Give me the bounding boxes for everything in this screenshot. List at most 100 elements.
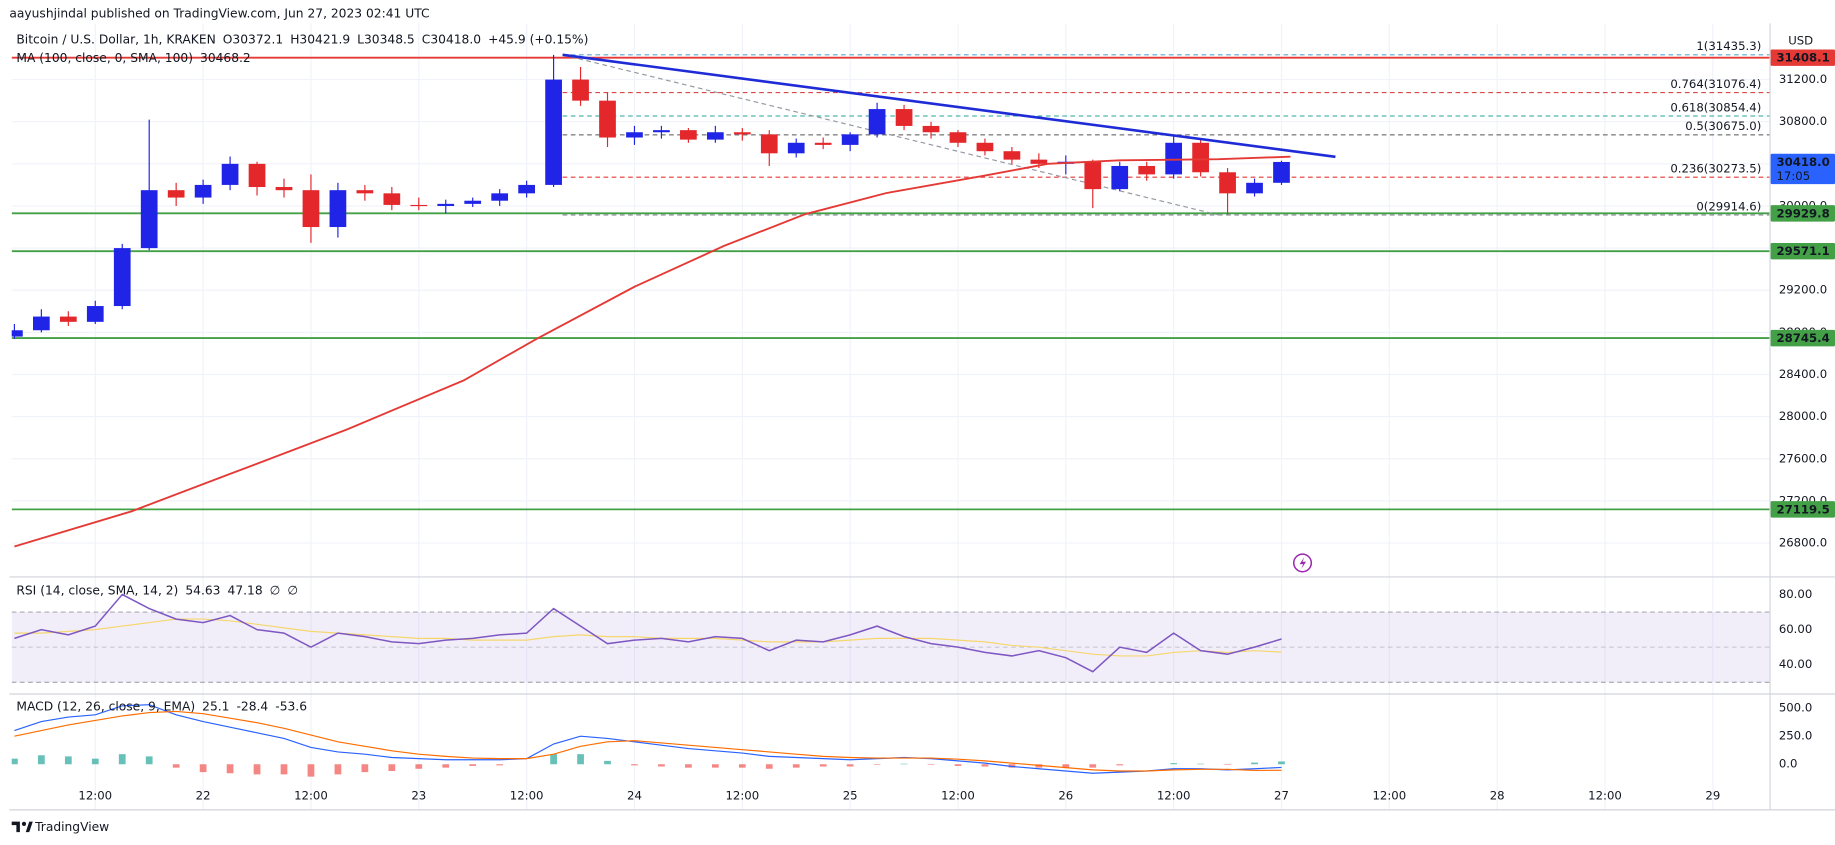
x-tick-label: 28: [1490, 788, 1505, 802]
candle-body: [194, 184, 212, 198]
candle-body: [1246, 182, 1263, 194]
candle-body: [140, 190, 158, 249]
candle-body: [787, 142, 805, 154]
macd-histogram-bar: [658, 764, 665, 767]
candle-body: [248, 163, 266, 188]
macd-histogram-bar: [685, 764, 692, 768]
macd-histogram-bar: [846, 764, 854, 767]
y-tick-label: 28400.0: [1779, 367, 1827, 381]
candle-body: [733, 132, 751, 135]
macd-histogram-bar: [442, 764, 450, 768]
candle-body: [221, 163, 239, 185]
y-tick-label: 31200.0: [1779, 72, 1827, 86]
candle-body: [33, 316, 50, 331]
macd-histogram-bar: [1116, 764, 1124, 766]
candle-body: [518, 184, 535, 194]
ma-title: MA (100, close, 0, SMA, 100): [16, 51, 193, 65]
countdown-label: 17:05: [1776, 169, 1810, 183]
fib-level-label: 0(29914.6): [1696, 199, 1761, 213]
candle-body: [302, 190, 320, 228]
macd-histogram-bar: [711, 764, 719, 768]
candle-body: [653, 130, 670, 133]
candle-body: [1084, 161, 1102, 190]
main-pane: [11, 53, 1770, 548]
price-badge: [1770, 242, 1835, 260]
candle-body: [895, 109, 913, 126]
candle-body: [706, 132, 724, 140]
x-tick-label: 24: [627, 788, 642, 802]
macd-histogram-bar: [1197, 763, 1204, 765]
y-tick-label: 60.00: [1779, 622, 1812, 636]
macd-histogram-bar: [145, 756, 153, 765]
ohlc-value: C30418.0: [422, 32, 481, 46]
macd-histogram-bar: [307, 764, 315, 777]
macd-histogram-bar: [37, 755, 45, 765]
alert-icon[interactable]: [1292, 553, 1313, 573]
x-tick-label: 12:00: [725, 788, 759, 802]
y-tick-label: 0.0: [1779, 757, 1798, 771]
macd-histogram-bar: [1278, 761, 1285, 765]
x-tick-label: 12:00: [294, 788, 328, 802]
macd-histogram-bar: [469, 764, 477, 766]
ohlc-value: L30348.5: [357, 32, 415, 46]
x-tick-label: 12:00: [1372, 788, 1406, 802]
macd-histogram-bar: [738, 764, 746, 768]
fib-level-label: 0.5(30675.0): [1685, 119, 1761, 133]
macd-histogram-bar: [172, 764, 180, 768]
x-tick-label: 12:00: [941, 788, 975, 802]
macd-histogram-bar: [1089, 764, 1097, 768]
macd-histogram-bar: [1224, 764, 1231, 765]
brand: TradingView: [34, 820, 109, 834]
rsi-line: [14, 593, 1282, 673]
header-layer: Bitcoin / U.S. Dollar, 1h, KRAKEN O30372.…: [16, 32, 588, 713]
indicator-value: 47.18: [228, 584, 263, 598]
macd-histogram-bar: [11, 758, 18, 765]
candle-body: [841, 134, 859, 145]
price-badge-label: 31408.1: [1776, 51, 1829, 65]
price-badge: [1770, 205, 1835, 222]
x-tick-label: 29: [1705, 788, 1720, 802]
candle-body: [356, 190, 374, 194]
x-tick-label: 12:00: [510, 788, 544, 802]
x-tick-label: 27: [1274, 788, 1289, 802]
candle-body: [437, 203, 455, 206]
candle-body: [1165, 142, 1183, 175]
candle-body: [491, 193, 509, 201]
candle-body: [949, 132, 967, 143]
macd-histogram-bar: [361, 764, 369, 773]
candle-body: [1219, 172, 1236, 194]
y-tick-label: 29200.0: [1779, 283, 1827, 297]
candle-body: [976, 142, 994, 152]
price-badge-label: 29929.8: [1776, 206, 1829, 220]
candle-body: [59, 316, 77, 322]
macd-histogram-bar: [927, 764, 935, 765]
candle-body: [383, 193, 401, 205]
indicator-value: 25.1: [202, 699, 229, 713]
trend-line: [562, 53, 1336, 159]
macd-histogram-bar: [981, 764, 989, 767]
fib-level-label: 0.236(30273.5): [1670, 161, 1761, 175]
macd-histogram-bar: [415, 764, 423, 769]
y-tick-label: 40.00: [1779, 657, 1812, 671]
macd-histogram-bar: [118, 754, 126, 765]
ohlc-value: O30372.1: [223, 32, 283, 46]
currency: USD: [1788, 33, 1813, 47]
axis-layer: 12:00 22 12:00 23 12:00 24 12:00 25 12:00 26 12:00…: [78, 39, 1835, 802]
price-badge: [1770, 501, 1835, 518]
macd-histogram-bar: [334, 764, 342, 775]
macd-histogram-bar: [226, 764, 234, 774]
y-tick-label: 250.0: [1779, 729, 1812, 743]
macd-histogram-bar: [1062, 764, 1070, 768]
macd-histogram-bar: [253, 764, 261, 775]
last-price-label: 30418.0: [1776, 155, 1829, 169]
candle-body: [680, 130, 697, 140]
candle-body: [410, 204, 428, 207]
macd-histogram-bar: [954, 764, 962, 766]
macd-histogram-bar: [91, 758, 99, 765]
y-tick-label: 30800.0: [1779, 114, 1827, 128]
x-tick-label: 23: [411, 788, 426, 802]
indicator-title: RSI (14, close, SMA, 14, 2): [16, 584, 178, 598]
macd-histogram-bar: [550, 754, 557, 765]
ohlc-value: H30421.9: [290, 32, 350, 46]
